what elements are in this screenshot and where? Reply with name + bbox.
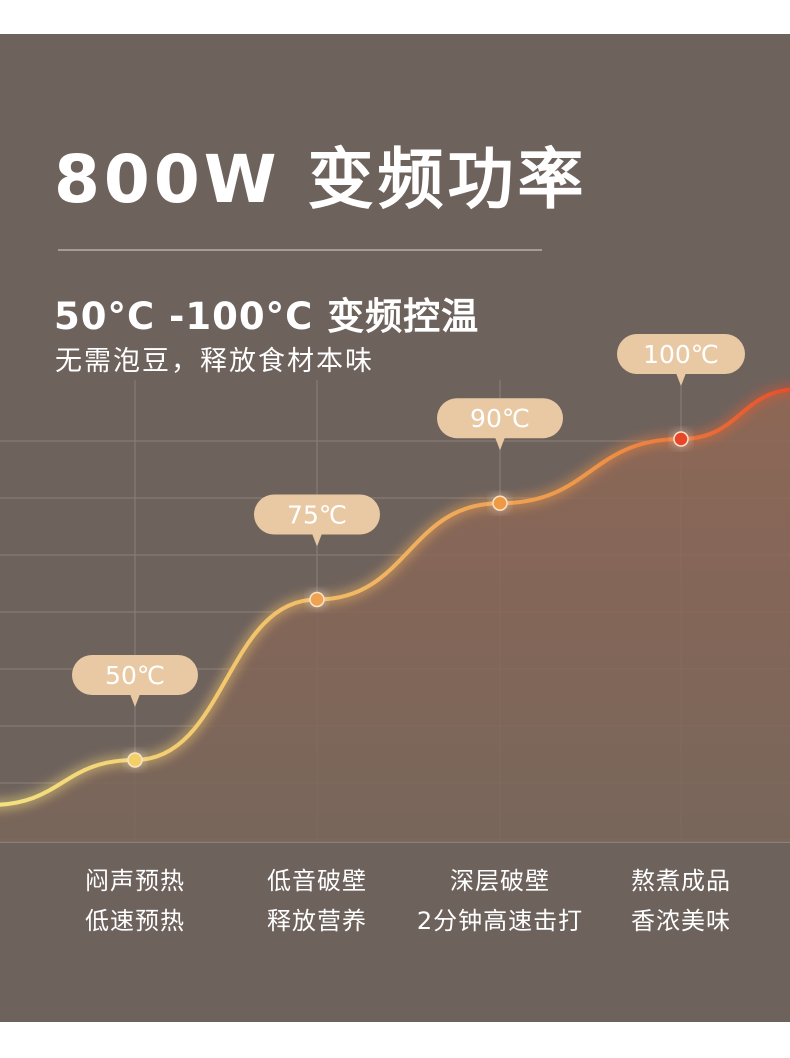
page-subtext: 无需泡豆，释放食材本味 xyxy=(55,346,374,377)
title-divider xyxy=(58,249,542,251)
stage-line-2: 释放营养 xyxy=(267,907,367,935)
temperature-label-pointer xyxy=(676,373,686,386)
stage-description: 低音破壁 释放营养 xyxy=(226,861,408,941)
stage-line-1: 深层破壁 xyxy=(450,867,550,895)
temperature-label: 75℃ xyxy=(254,494,380,547)
temperature-label-bubble xyxy=(254,494,380,535)
stage-line-2: 2分钟高速击打 xyxy=(416,907,584,935)
stage-line-2: 香浓美味 xyxy=(631,907,731,935)
data-point xyxy=(673,431,689,447)
stage-line-2: 低速预热 xyxy=(85,907,185,935)
temperature-label: 90℃ xyxy=(437,398,563,451)
temperature-label-text: 100℃ xyxy=(643,340,719,369)
temperature-label-bubble xyxy=(617,334,745,374)
page-title: 800W 变频功率 xyxy=(54,141,588,218)
temperature-label-text: 90℃ xyxy=(470,404,530,433)
temperature-label-bubble xyxy=(72,655,198,695)
data-point xyxy=(492,495,508,511)
temperature-label: 50℃ xyxy=(72,655,198,707)
stage-description: 熬煮成品 香浓美味 xyxy=(590,861,772,941)
stage-line-1: 低音破壁 xyxy=(267,867,367,895)
temperature-label-text: 50℃ xyxy=(105,661,165,690)
temperature-label: 100℃ xyxy=(617,334,745,386)
stage-description: 深层破壁 2分钟高速击打 xyxy=(409,861,591,941)
data-point xyxy=(309,591,325,608)
data-point xyxy=(127,752,143,768)
curve-area xyxy=(0,389,790,842)
temperature-label-text: 75℃ xyxy=(287,501,347,530)
temperature-label-pointer xyxy=(312,533,322,547)
stage-line-1: 熬煮成品 xyxy=(631,867,731,895)
stage-description: 闷声预热 低速预热 xyxy=(44,861,226,941)
temperature-label-pointer xyxy=(495,437,505,451)
page-subtitle: 50°C -100°C 变频控温 xyxy=(54,295,480,338)
temperature-label-bubble xyxy=(437,398,563,439)
temperature-label-pointer xyxy=(130,694,140,707)
stage-line-1: 闷声预热 xyxy=(85,867,185,895)
